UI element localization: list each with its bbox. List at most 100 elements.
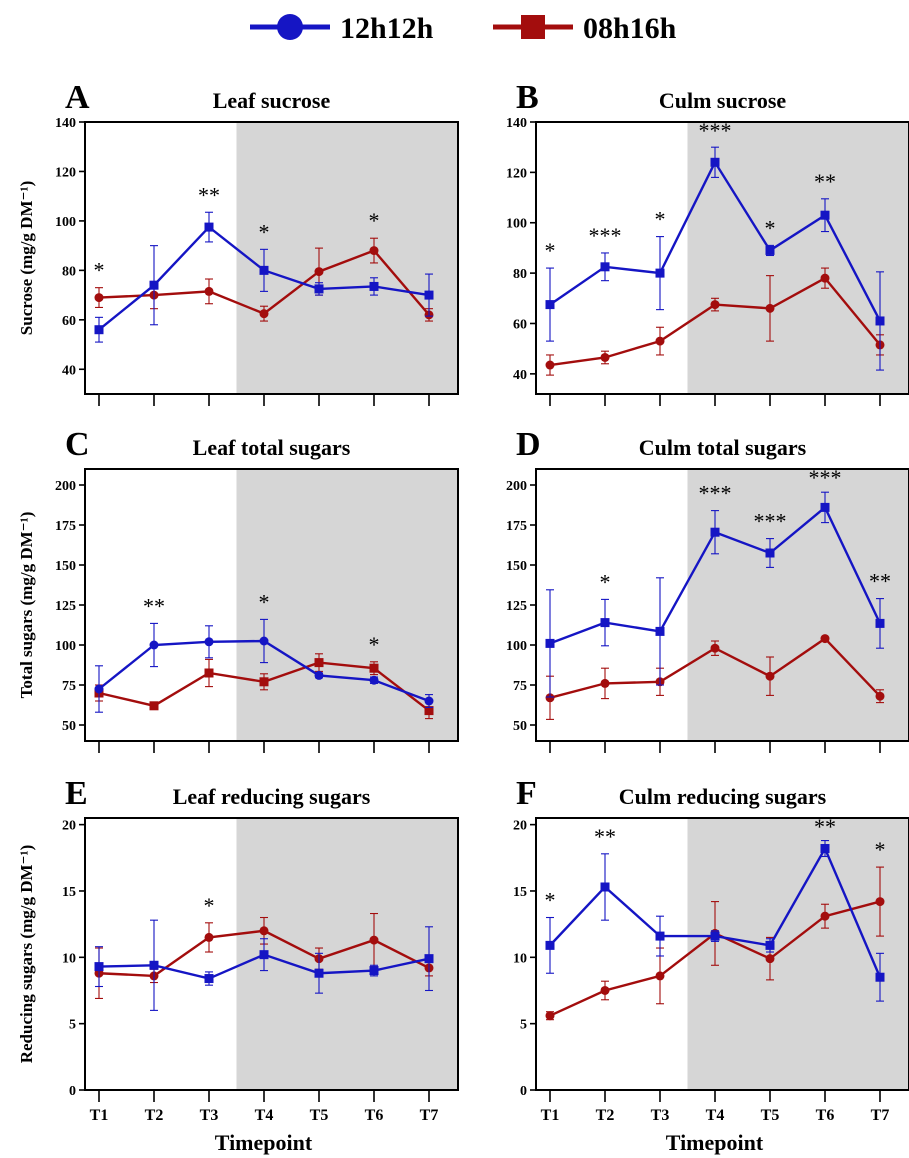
- y-tick-label: 150: [506, 559, 527, 574]
- series-12h12h: [94, 919, 434, 1011]
- data-point: [875, 897, 885, 907]
- significance-marker: *: [545, 888, 556, 913]
- y-tick-label: 140: [55, 116, 76, 131]
- x-tick-label: T3: [200, 1107, 219, 1124]
- x-tick-label: T7: [420, 1107, 439, 1124]
- data-point: [600, 985, 610, 995]
- y-tick-label: 100: [55, 215, 76, 230]
- data-point: [204, 222, 214, 232]
- y-tick-label: 10: [513, 951, 527, 966]
- data-point: [875, 691, 885, 701]
- data-point: [259, 950, 269, 960]
- shaded-region: [236, 818, 458, 1090]
- y-tick-label: 20: [62, 819, 76, 834]
- data-point: [545, 300, 555, 310]
- significance-marker: **: [198, 182, 220, 207]
- panel-title: Leaf total sugars: [193, 435, 351, 460]
- legend-item-08h16h: 08h16h: [493, 12, 677, 45]
- data-point: [820, 634, 830, 644]
- significance-marker: **: [594, 824, 616, 849]
- y-tick-label: 15: [513, 885, 527, 900]
- plot-frame: [535, 817, 909, 1091]
- shaded-region: [687, 469, 909, 741]
- significance-marker: **: [814, 169, 836, 194]
- data-point: [204, 932, 214, 942]
- panel-a: A Leaf sucrose 40 60 80 100 120 140 Sucrose (mg/…: [17, 79, 459, 406]
- significance-marker: **: [814, 814, 836, 839]
- data-point: [149, 280, 159, 290]
- significance-marker: *: [600, 569, 611, 594]
- data-point: [710, 931, 720, 941]
- y-tick-label: 120: [506, 166, 527, 181]
- data-point: [94, 684, 104, 694]
- series-12h12h: [545, 491, 885, 698]
- panel-c: C Leaf total sugars 50 75 100 125 150 175 200 Tot…: [17, 426, 459, 753]
- data-point: [820, 502, 830, 512]
- significance-marker: *: [765, 215, 776, 240]
- significance-marker: *: [875, 837, 886, 862]
- series-12h12h: [94, 618, 434, 713]
- panel-f: F Culm reducing sugars 0 5 10 15 20 T1 T2 T3 T4 T5 T…: [513, 775, 909, 1155]
- panel-title: Leaf sucrose: [213, 88, 331, 113]
- panel-title: Culm reducing sugars: [619, 784, 827, 809]
- data-point: [424, 290, 434, 300]
- x-tick-label: T1: [90, 1107, 109, 1124]
- significance-marker: *: [204, 893, 215, 918]
- y-tick-label: 100: [506, 217, 527, 232]
- legend: 12h12h 08h16h: [250, 12, 677, 45]
- data-point: [259, 926, 269, 936]
- data-point: [655, 626, 665, 636]
- data-point: [600, 262, 610, 272]
- significance-marker: *: [259, 219, 270, 244]
- data-point: [655, 931, 665, 941]
- significance-marker: *: [259, 589, 270, 614]
- panel-title: Leaf reducing sugars: [173, 784, 371, 809]
- x-axis-label: Timepoint: [215, 1130, 313, 1155]
- data-point: [545, 1011, 555, 1021]
- data-point: [710, 300, 720, 310]
- data-point: [259, 265, 269, 275]
- data-point: [820, 844, 830, 854]
- significance-marker: ***: [699, 118, 732, 143]
- x-tick-label: T7: [871, 1107, 890, 1124]
- significance-marker: ***: [754, 509, 787, 534]
- data-point: [545, 693, 555, 703]
- y-tick-label: 200: [55, 479, 76, 494]
- y-tick-label: 5: [69, 1018, 76, 1033]
- x-tick-label: T3: [651, 1107, 670, 1124]
- data-point: [765, 245, 775, 255]
- data-point: [149, 701, 159, 711]
- y-tick-label: 80: [62, 264, 76, 279]
- data-point: [424, 954, 434, 964]
- series-12h12h: [545, 840, 885, 1002]
- data-point: [820, 911, 830, 921]
- data-point: [94, 962, 104, 972]
- data-point: [424, 696, 434, 706]
- data-point: [655, 971, 665, 981]
- y-tick-label: 75: [513, 679, 527, 694]
- data-point: [149, 640, 159, 650]
- y-axis-label: Total sugars (mg/g DM⁻¹): [17, 512, 36, 699]
- data-point: [875, 972, 885, 982]
- data-point: [94, 293, 104, 303]
- data-point: [765, 671, 775, 681]
- data-point: [765, 940, 775, 950]
- x-tick-label: T2: [596, 1107, 615, 1124]
- y-tick-label: 125: [506, 599, 527, 614]
- data-point: [94, 325, 104, 335]
- data-point: [369, 663, 379, 673]
- plot-frame: [84, 468, 459, 742]
- data-point: [545, 940, 555, 950]
- y-tick-label: 60: [62, 314, 76, 329]
- data-point: [204, 637, 214, 647]
- y-tick-label: 10: [62, 951, 76, 966]
- significance-marker: **: [869, 569, 891, 594]
- y-tick-label: 40: [62, 363, 76, 378]
- data-point: [369, 246, 379, 256]
- significance-marker: *: [545, 238, 556, 263]
- data-point: [875, 618, 885, 628]
- x-tick-label: T5: [310, 1107, 329, 1124]
- y-tick-label: 150: [55, 559, 76, 574]
- plot-frame: [84, 817, 459, 1091]
- y-tick-label: 50: [513, 719, 527, 734]
